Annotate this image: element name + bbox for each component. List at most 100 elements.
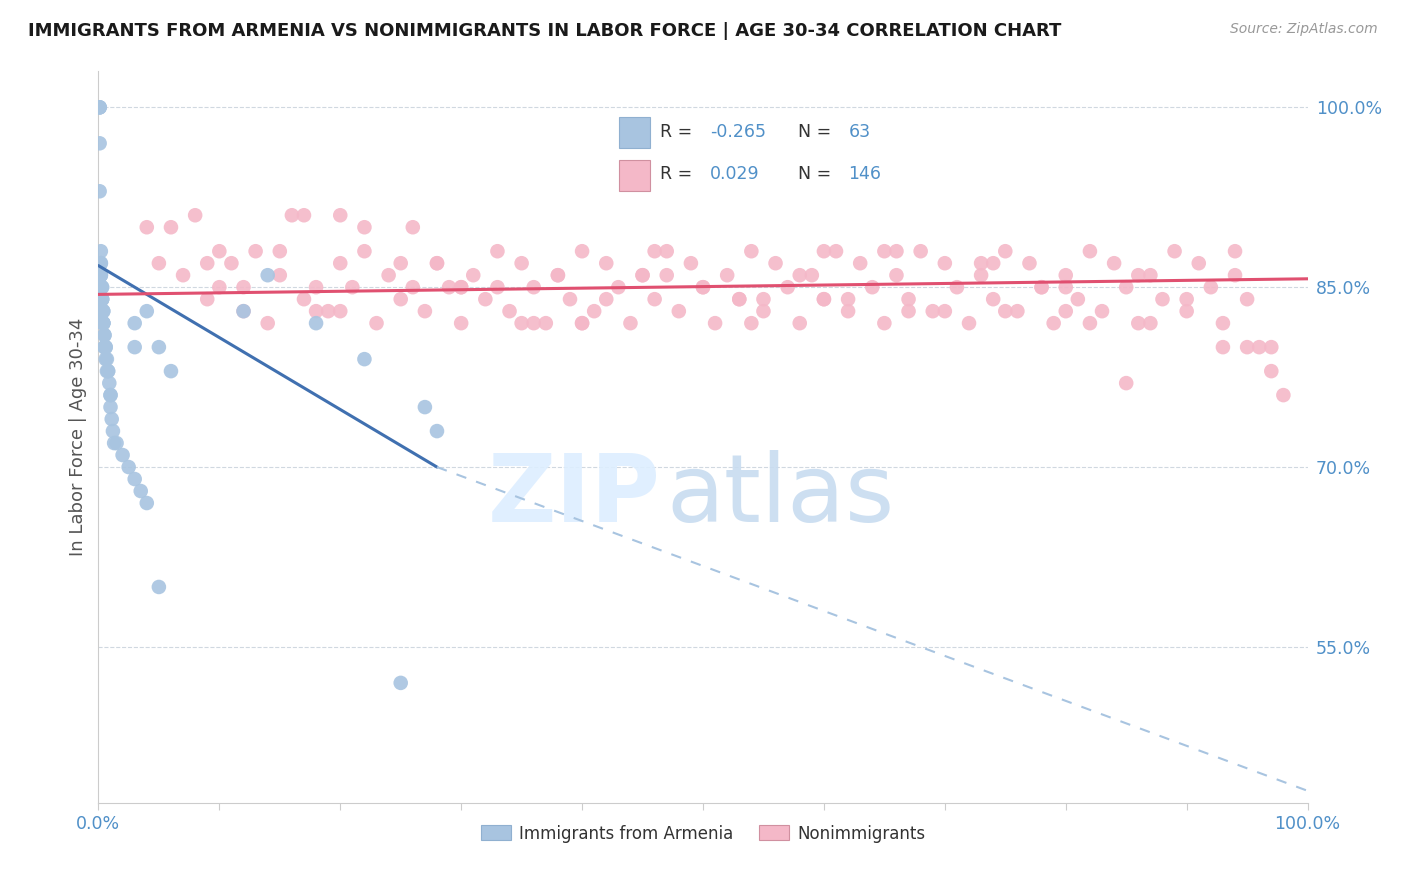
Point	[981, 256, 1004, 270]
Point	[160, 220, 183, 235]
Point	[91, 304, 114, 318]
Point	[1091, 304, 1114, 318]
Point	[510, 256, 533, 270]
Point	[93, 328, 115, 343]
Point	[668, 304, 690, 318]
Point	[825, 244, 848, 259]
Point	[595, 292, 617, 306]
Point	[692, 280, 714, 294]
Legend: Immigrants from Armenia, Nonimmigrants: Immigrants from Armenia, Nonimmigrants	[474, 818, 932, 849]
Point	[655, 244, 678, 259]
Point	[90, 256, 112, 270]
Point	[148, 340, 170, 354]
Point	[90, 256, 112, 270]
Point	[292, 292, 315, 306]
Point	[91, 304, 114, 318]
Point	[1175, 292, 1198, 306]
Point	[631, 268, 654, 283]
Point	[90, 280, 112, 294]
Point	[100, 412, 122, 426]
Point	[1188, 256, 1211, 270]
Point	[994, 244, 1017, 259]
Point	[450, 316, 472, 330]
Point	[148, 580, 170, 594]
Point	[342, 280, 364, 294]
Point	[607, 280, 630, 294]
Point	[813, 292, 835, 306]
Point	[523, 280, 546, 294]
Point	[89, 100, 111, 114]
Point	[91, 280, 114, 294]
Point	[329, 304, 352, 318]
Text: ZIP: ZIP	[488, 450, 661, 541]
Point	[450, 280, 472, 294]
Point	[631, 268, 654, 283]
Point	[353, 220, 375, 235]
Point	[716, 268, 738, 283]
Point	[571, 244, 593, 259]
Point	[1054, 268, 1077, 283]
Point	[619, 316, 641, 330]
Point	[91, 304, 114, 318]
Point	[644, 292, 666, 306]
Point	[329, 208, 352, 222]
Point	[269, 268, 291, 283]
Point	[1236, 340, 1258, 354]
Point	[256, 316, 278, 330]
Point	[474, 292, 496, 306]
Point	[1212, 340, 1234, 354]
Point	[91, 316, 114, 330]
Point	[486, 244, 509, 259]
Text: IMMIGRANTS FROM ARMENIA VS NONIMMIGRANTS IN LABOR FORCE | AGE 30-34 CORRELATION : IMMIGRANTS FROM ARMENIA VS NONIMMIGRANTS…	[28, 22, 1062, 40]
Point	[232, 304, 254, 318]
Point	[135, 220, 157, 235]
Point	[837, 304, 859, 318]
Text: Source: ZipAtlas.com: Source: ZipAtlas.com	[1230, 22, 1378, 37]
Point	[595, 256, 617, 270]
Point	[377, 268, 399, 283]
Point	[129, 483, 152, 498]
Point	[245, 244, 267, 259]
Point	[934, 256, 956, 270]
Point	[103, 436, 125, 450]
Point	[195, 256, 218, 270]
Point	[1115, 376, 1137, 391]
Point	[523, 316, 546, 330]
Point	[366, 316, 388, 330]
Point	[837, 292, 859, 306]
Point	[1260, 340, 1282, 354]
Point	[426, 256, 449, 270]
Point	[195, 292, 218, 306]
Point	[1042, 316, 1064, 330]
Point	[91, 316, 114, 330]
Point	[91, 316, 114, 330]
Point	[1236, 292, 1258, 306]
Point	[413, 400, 436, 414]
Point	[886, 268, 908, 283]
Point	[91, 292, 114, 306]
Point	[94, 352, 117, 367]
Point	[90, 268, 112, 283]
Point	[994, 304, 1017, 318]
Point	[221, 256, 243, 270]
Point	[329, 256, 352, 270]
Point	[97, 364, 120, 378]
Point	[305, 316, 328, 330]
Point	[97, 364, 120, 378]
Point	[96, 352, 118, 367]
Text: atlas: atlas	[666, 450, 896, 541]
Point	[426, 424, 449, 438]
Point	[1152, 292, 1174, 306]
Point	[957, 316, 980, 330]
Point	[921, 304, 943, 318]
Point	[316, 304, 339, 318]
Point	[135, 496, 157, 510]
Point	[1223, 244, 1246, 259]
Point	[91, 304, 114, 318]
Point	[692, 280, 714, 294]
Point	[402, 220, 425, 235]
Point	[1199, 280, 1222, 294]
Point	[1054, 304, 1077, 318]
Point	[1163, 244, 1185, 259]
Point	[98, 376, 121, 391]
